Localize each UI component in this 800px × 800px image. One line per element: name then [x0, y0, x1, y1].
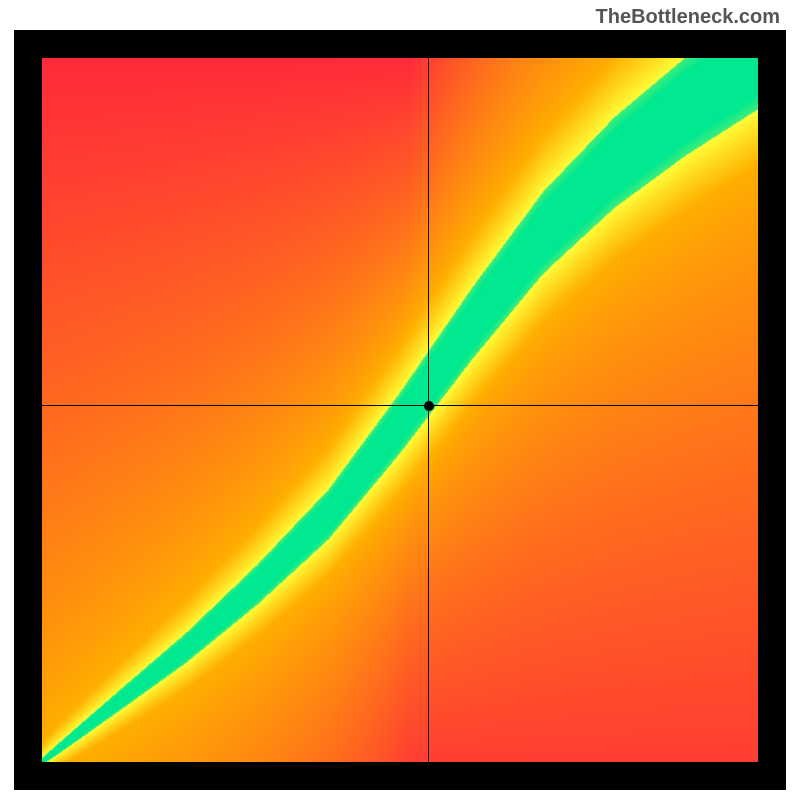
chart-container: TheBottleneck.com [0, 0, 800, 800]
outer-black-frame [14, 30, 786, 790]
heatmap-canvas [42, 58, 758, 762]
watermark-text: TheBottleneck.com [596, 6, 780, 29]
crosshair-marker-dot [424, 401, 434, 411]
heatmap-plot-area [42, 58, 758, 762]
crosshair-horizontal [42, 405, 758, 406]
